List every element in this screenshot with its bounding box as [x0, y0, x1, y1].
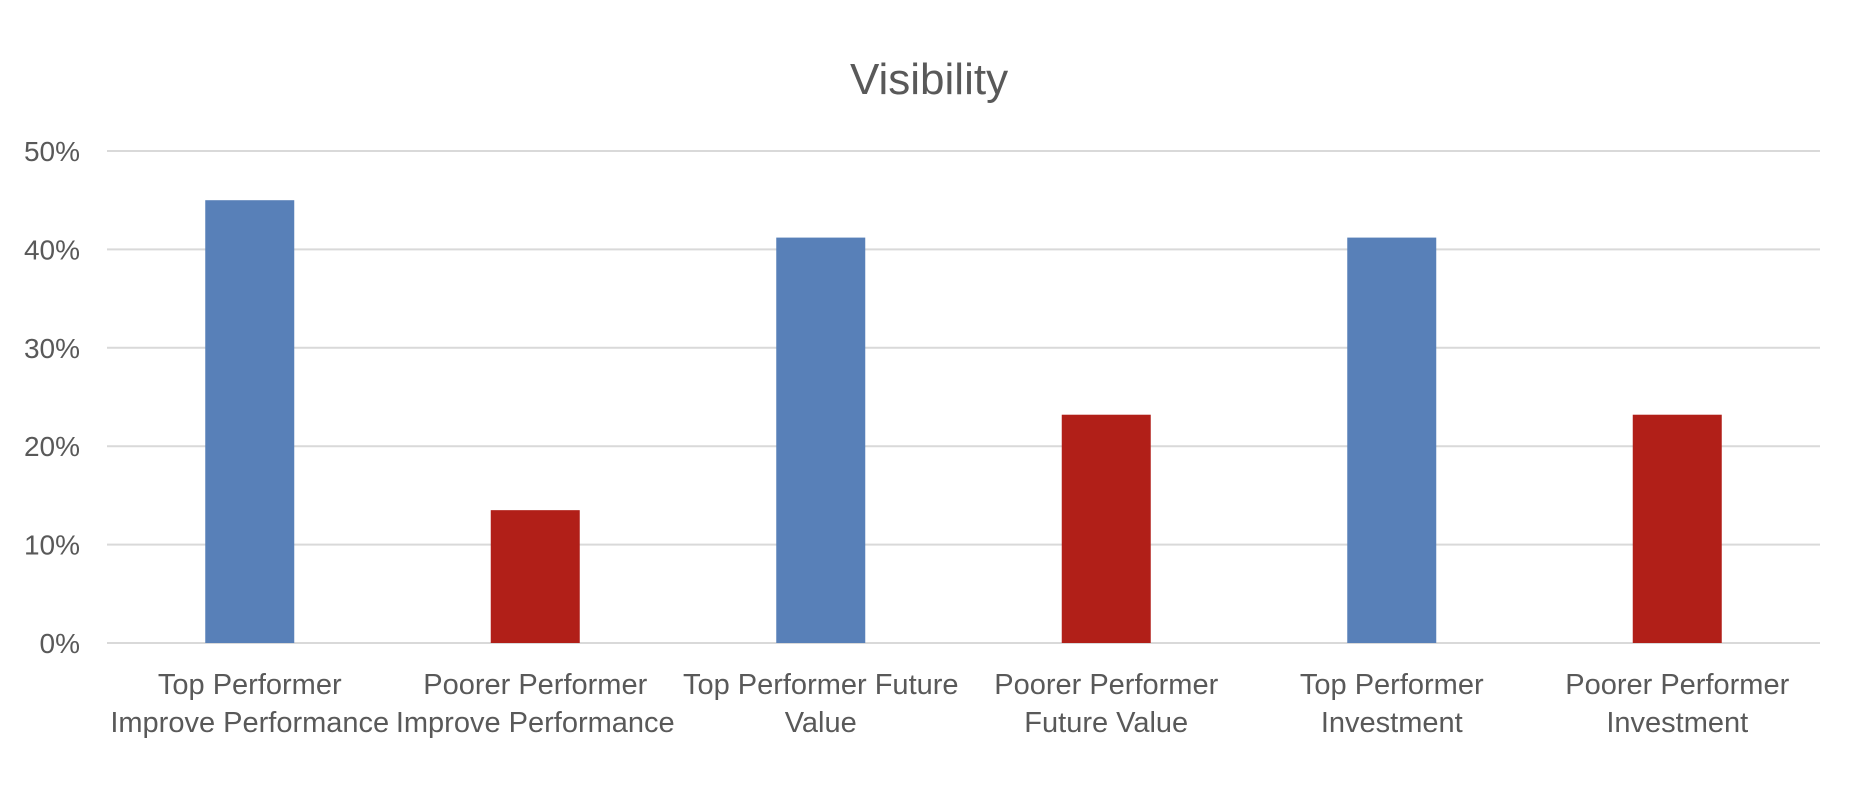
x-category-label: Future Value — [1024, 707, 1188, 739]
bars — [205, 200, 1722, 644]
x-category-label: Top Performer — [158, 669, 342, 701]
y-tick-label: 0% — [40, 628, 80, 659]
x-category-label: Top Performer — [1300, 669, 1484, 701]
bar — [1061, 414, 1151, 643]
y-axis-ticks: 0% 10% 20% 30% 40% 50% — [24, 136, 80, 659]
x-category-label: Poorer Performer — [1565, 669, 1789, 701]
x-category-label: Investment — [1606, 707, 1748, 739]
x-category-label: Value — [785, 707, 857, 739]
x-category-label: Poorer Performer — [423, 669, 647, 701]
x-axis-categories: Top Performer Improve Performance Poorer P… — [110, 669, 1789, 739]
y-tick-label: 10% — [24, 530, 80, 561]
y-tick-label: 20% — [24, 431, 80, 462]
x-category-label: Top Performer Future — [683, 669, 959, 701]
x-category-label: Improve Performance — [110, 707, 389, 739]
bar — [205, 200, 295, 643]
y-tick-label: 50% — [24, 136, 80, 167]
x-category-label: Improve Performance — [396, 707, 675, 739]
bar — [776, 237, 866, 644]
x-category-label: Poorer Performer — [994, 669, 1218, 701]
chart-title: Visibility — [850, 55, 1008, 104]
x-category-label: Investment — [1321, 707, 1463, 739]
bar — [490, 510, 580, 643]
bar — [1632, 414, 1722, 643]
y-tick-label: 30% — [24, 333, 80, 364]
gridlines — [107, 150, 1820, 644]
y-tick-label: 40% — [24, 234, 80, 265]
bar — [1347, 237, 1437, 644]
